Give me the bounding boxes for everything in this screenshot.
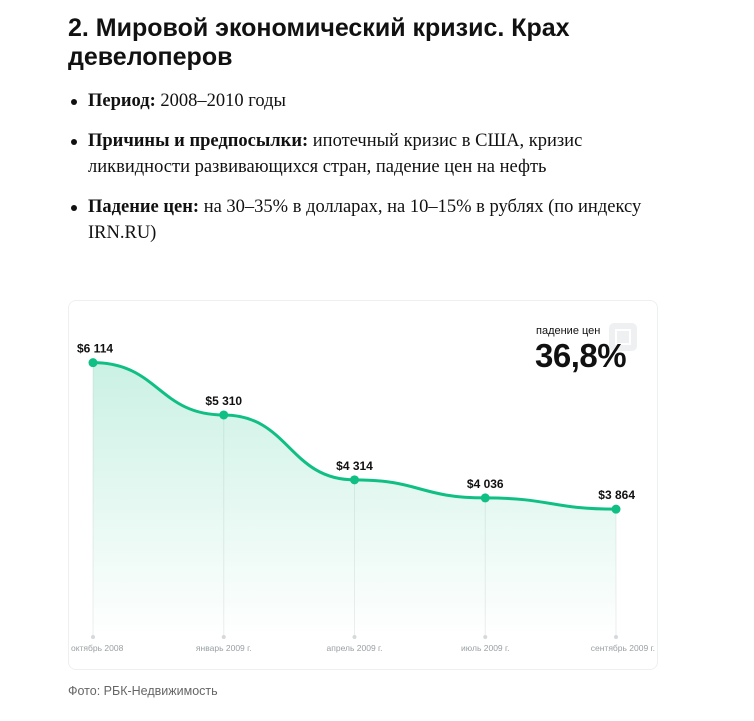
data-point[interactable] [219,410,229,420]
data-label: $3 864 [598,488,635,502]
x-tick-label: апрель 2009 г. [327,643,383,653]
data-point[interactable] [611,504,621,514]
axis-tick [614,635,618,639]
fact-period: Период: 2008–2010 годы [68,88,668,114]
photo-credit: Фото: РБК-Недвижимость [68,684,218,698]
axis-tick [483,635,488,639]
x-tick-label: октябрь 2008 [71,643,124,653]
x-tick-label: сентябрь 2009 г. [591,643,655,653]
fact-text: 2008–2010 годы [155,91,286,111]
fact-price-drop: Падение цен: на 30–35% в долларах, на 10… [68,194,668,246]
fact-text: ипотечный кризис в США, кризис ликвиднос… [88,131,583,177]
series-line [92,361,617,511]
expand-button[interactable] [609,323,637,351]
data-point[interactable] [350,475,359,485]
fact-label: Причины и предпосылки: [88,131,309,151]
fact-label: Падение цен: [88,197,200,217]
data-point[interactable] [480,493,490,503]
axis-tick [91,635,95,639]
area-fill [93,362,616,637]
chart-card: $6 114 $5 310 $4 314 $4 036 $3 864 октябрь 2… [68,300,658,670]
fact-causes: Причины и предпосылки: ипотечный кризис … [68,128,668,180]
x-tick-label: январь 2009 г. [196,643,252,653]
data-label: $5 310 [205,394,242,408]
data-point[interactable] [88,358,98,368]
price-chart: $6 114 $5 310 $4 314 $4 036 $3 864 октябрь 2… [71,342,655,653]
price-drop-caption: падение цен [536,325,601,337]
data-label: $4 314 [336,459,373,473]
fact-label: Период: [88,91,156,111]
facts-list: Период: 2008–2010 годы Причины и предпос… [68,88,668,260]
price-drop-value: 36,8% [535,337,627,374]
data-label: $4 036 [467,477,504,491]
axis-tick [352,635,357,639]
x-tick-label: июль 2009 г. [461,643,509,653]
data-label: $6 114 [77,342,113,356]
fact-text: на 30–35% в долларах, на 10–15% в рублях… [88,197,642,243]
axis-tick [221,635,226,639]
article-heading: 2. Мировой экономический кризис. Крах де… [68,14,570,71]
